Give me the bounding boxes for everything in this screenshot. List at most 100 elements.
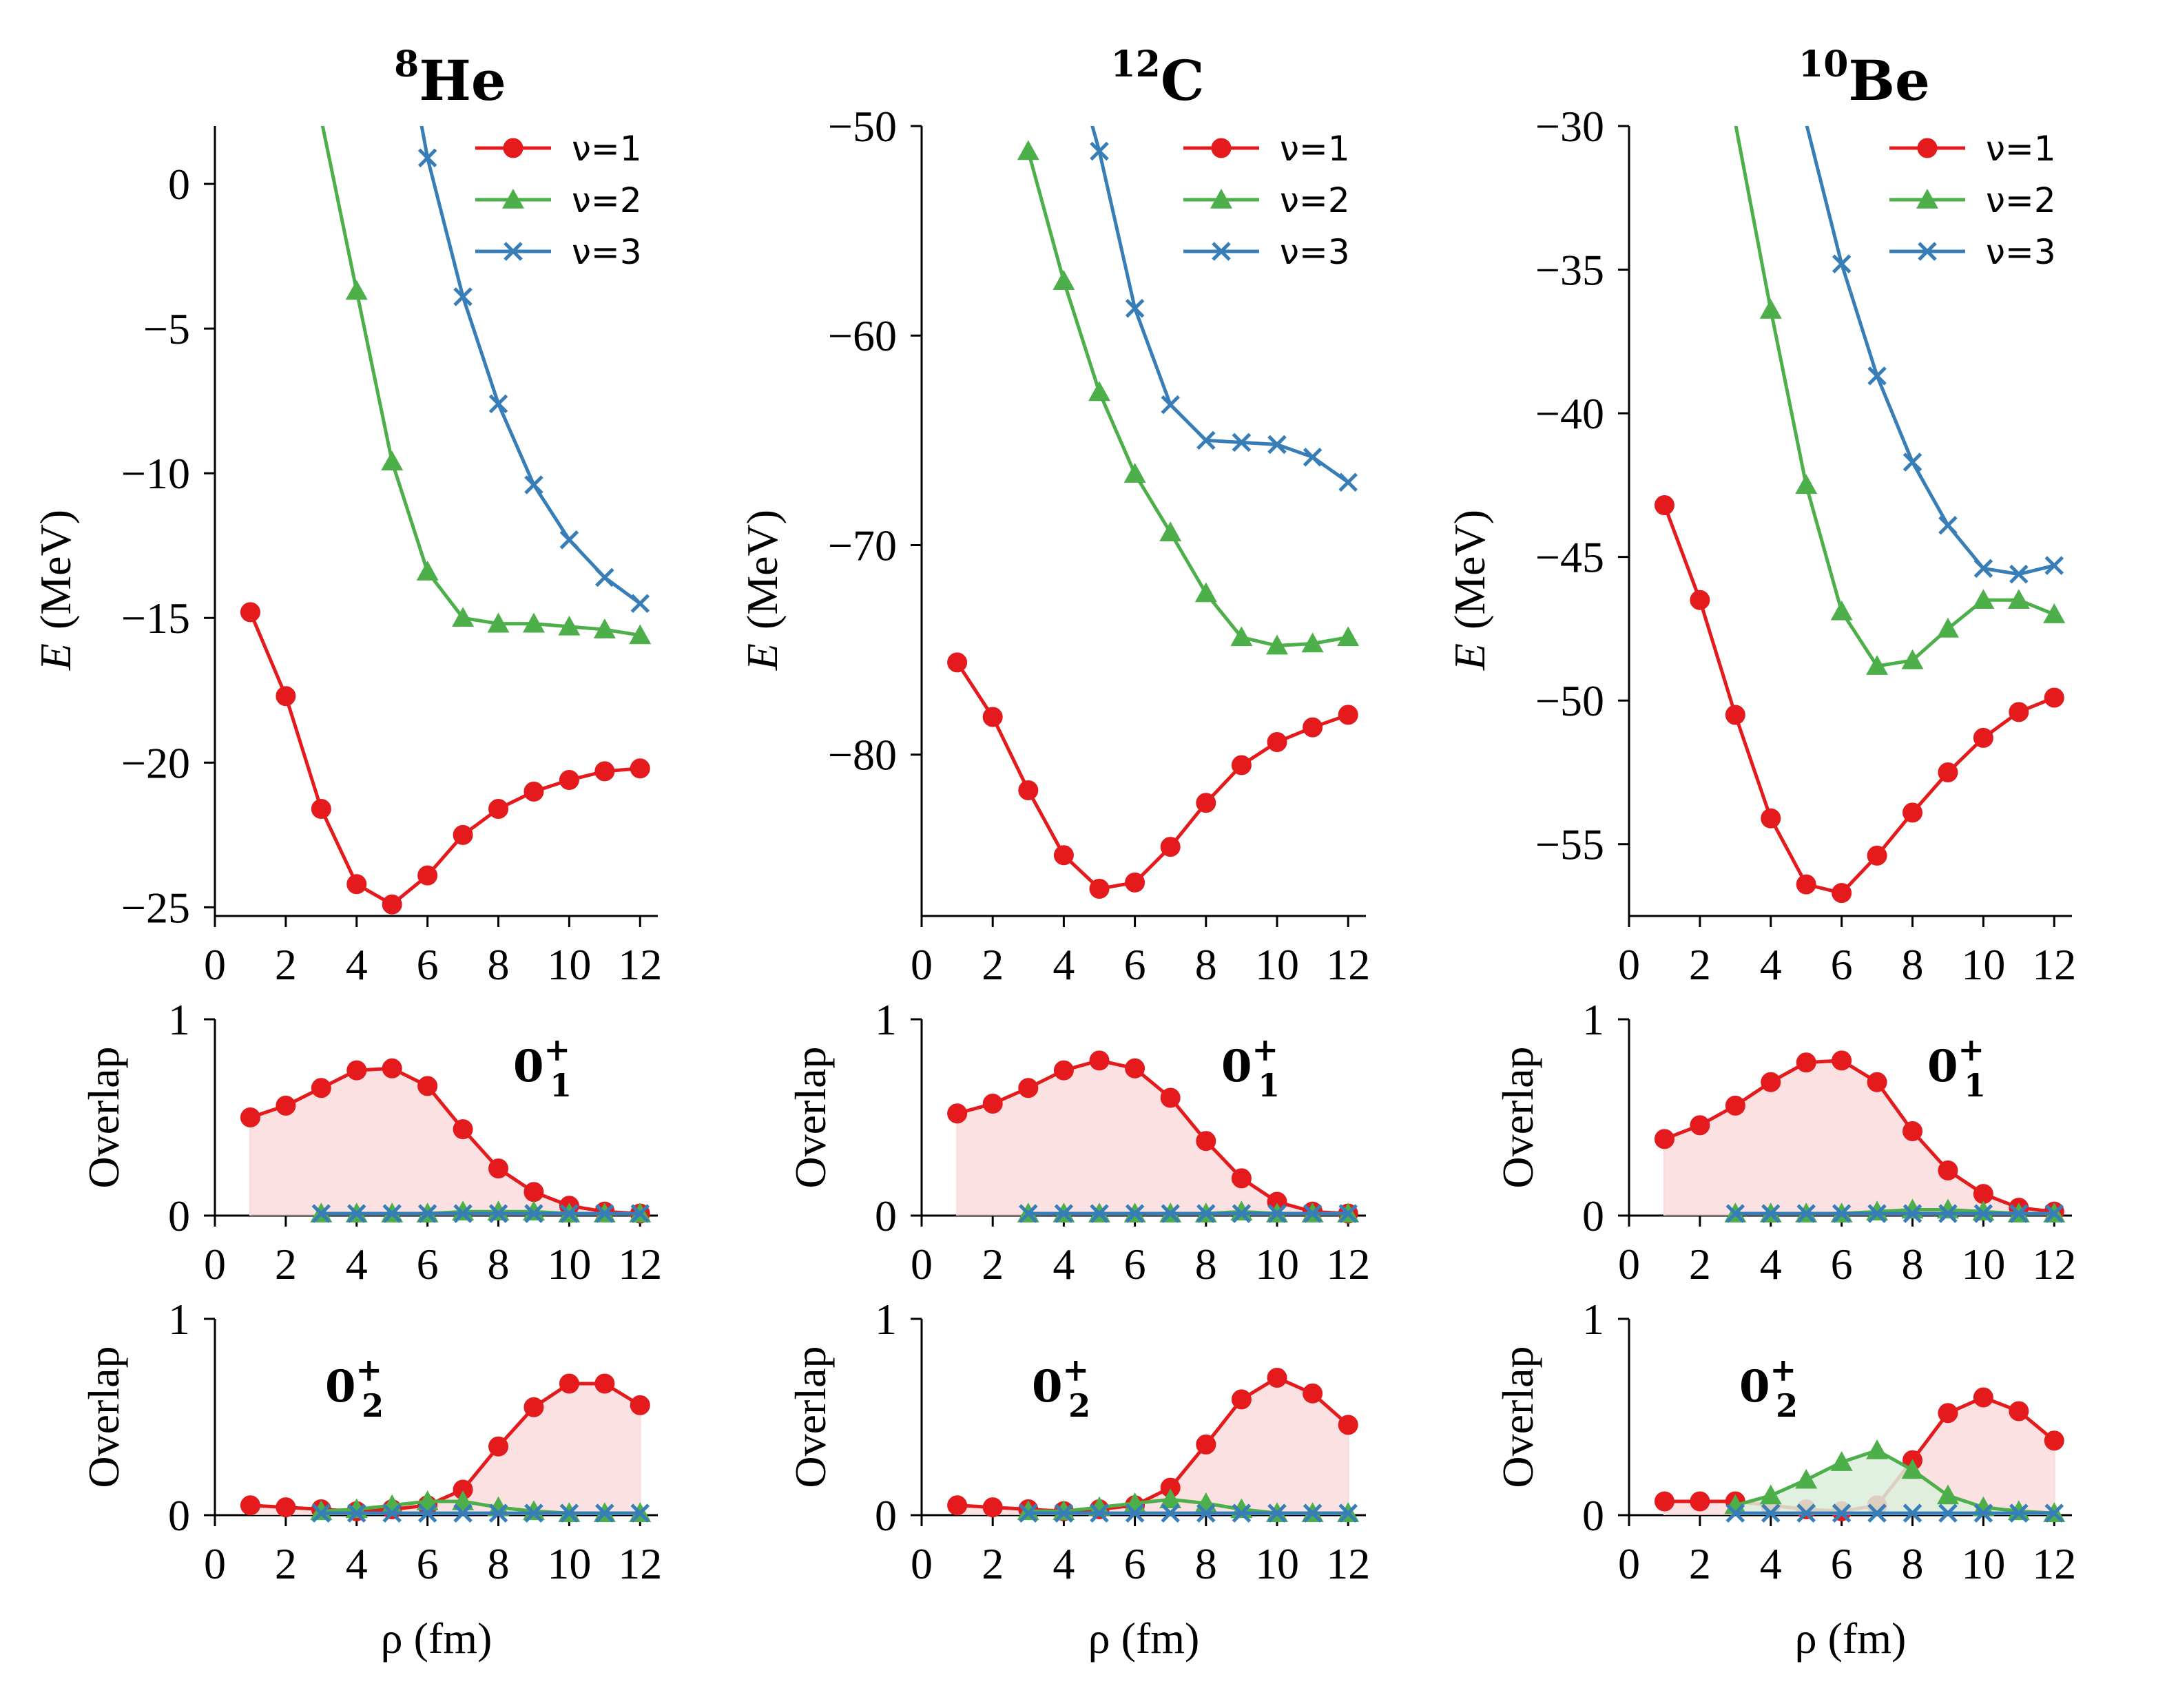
energy-plot: 0 2 4 6 8 10 12 −50 −60 −70 −80 E (MeV) ν=1 ν=2 ν=3 [738,102,1370,989]
data-point [382,1204,402,1223]
data-point [1019,1204,1038,1223]
legend-label: ν=3 [572,232,642,272]
data-point [1338,705,1358,725]
x-tick-label: 8 [1902,1240,1924,1289]
state-base: 0 [325,1361,356,1413]
data-point [1795,1468,1818,1489]
data-point [1938,1160,1958,1180]
data-point [522,612,545,633]
x-tick-label: 10 [1961,940,2005,989]
state-label: 0+ 2 [325,1351,384,1424]
data-point [1160,837,1181,857]
panel-title: 10Be [1798,43,1930,113]
legend-marker [1210,189,1232,209]
overlap-axis-label: Overlap [786,1046,835,1188]
data-point [982,1094,1003,1114]
legend-label: ν=3 [1280,232,1350,272]
data-point [487,612,510,633]
data-point [382,1058,402,1079]
data-point [1338,1415,1358,1435]
x-tick-label: 12 [1326,1240,1370,1289]
legend-label: ν=2 [1986,180,2056,220]
x-tick-label: 8 [1195,1539,1217,1588]
data-point [1761,1072,1781,1092]
data-point [1725,1204,1745,1223]
data-point [487,1496,510,1517]
state-label: 0+ 1 [1927,1031,1986,1104]
data-point [559,1503,579,1523]
data-point [1972,1200,1995,1221]
x-tick-label: 12 [618,1539,662,1588]
data-point [453,1204,473,1223]
x-tick-label: 8 [1195,1240,1217,1289]
state-sup: + [1252,1031,1279,1068]
data-point [1301,632,1324,653]
mass-number: 10 [1798,43,1848,85]
y-tick-label: −15 [121,594,190,643]
data-point [1267,731,1287,752]
data-point [524,1503,543,1523]
y-tick-label: 0 [168,1491,190,1540]
data-point [417,1503,437,1523]
state-base: 0 [1927,1041,1958,1092]
data-point [1053,1500,1075,1521]
state-label: 0+ 1 [1221,1031,1280,1104]
data-point [1654,1129,1674,1149]
data-point [2009,1503,2029,1523]
legend-marker [1211,138,1232,158]
data-point [1902,1121,1923,1141]
data-point [1867,1204,1887,1223]
data-point [523,781,544,802]
legend-marker [1916,189,1938,209]
data-point [1160,1087,1181,1108]
data-point [1867,845,1887,866]
data-point [1125,1204,1145,1223]
data-point [1901,1459,1924,1479]
x-tick-label: 8 [488,1240,510,1289]
data-point [1089,1050,1110,1071]
x-tick-label: 8 [1902,1539,1924,1588]
energy-symbol: E [738,643,787,671]
legend-marker [1918,242,1937,261]
x-tick-label: 0 [911,1539,933,1588]
state-sup: + [1063,1351,1090,1388]
data-point [1337,626,1360,647]
data-point [1654,495,1674,516]
data-point [417,865,438,886]
series-line [1734,1448,2055,1515]
data-point [1936,1484,1959,1505]
x-tick-label: 2 [1689,1240,1711,1289]
data-point [417,1076,438,1096]
legend-label: ν=3 [1986,232,2056,272]
x-tick-label: 2 [275,940,297,989]
data-point [559,1373,579,1394]
data-point [1796,1204,1816,1223]
x-tick-label: 12 [2032,1539,2076,1588]
state-sub: 2 [1776,1387,1798,1424]
energy-axis-label: E (MeV) [31,510,80,671]
x-tick-label: 6 [417,1539,439,1588]
state-sup: + [1770,1351,1797,1388]
legend-marker [1212,242,1231,261]
data-point [947,1495,968,1516]
data-point [1018,780,1039,800]
data-point [1125,1058,1145,1079]
data-point [346,1503,366,1523]
state-label: 0+ 2 [1032,1351,1090,1424]
data-point [452,1200,475,1221]
data-point [488,394,508,414]
x-tick-label: 10 [1961,1240,2005,1289]
mass-number: 8 [394,43,419,85]
data-point [453,1119,473,1140]
y-tick-label: 1 [1582,995,1604,1044]
data-point [1796,874,1816,895]
panel-title: 8He [394,43,506,113]
data-point [1795,474,1818,494]
state-base: 0 [1739,1361,1770,1413]
data-point [1690,1115,1710,1136]
x-tick-label: 6 [1831,1539,1853,1588]
x-tick-label: 12 [2032,940,2076,989]
x-tick-label: 0 [911,1240,933,1289]
data-point [487,1200,510,1221]
